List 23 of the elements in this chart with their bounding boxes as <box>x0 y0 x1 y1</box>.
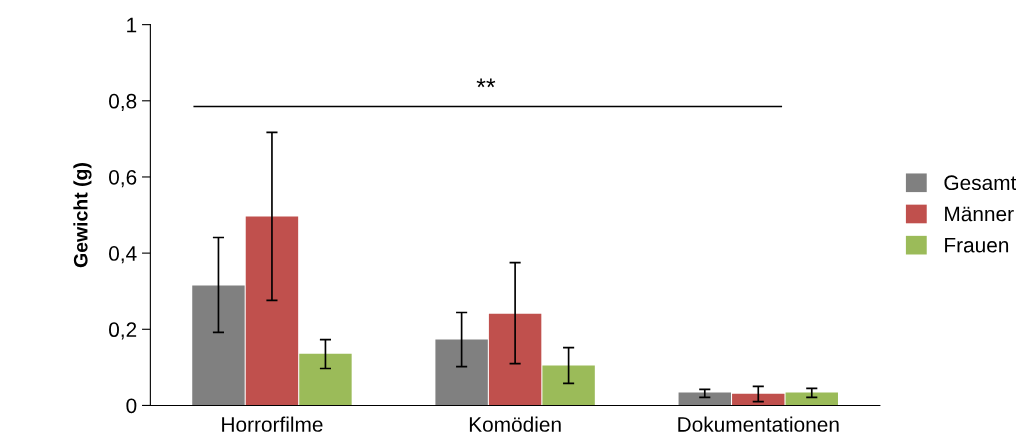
bar <box>192 285 245 406</box>
y-tick-label: 0 <box>126 398 137 414</box>
y-tick-label: 0,6 <box>109 169 137 188</box>
bar <box>732 393 785 406</box>
bar <box>542 365 595 406</box>
bar <box>785 392 838 406</box>
y-tick-label: 0,2 <box>109 322 137 340</box>
bar <box>488 313 542 406</box>
legend-label: Männer <box>945 206 1014 222</box>
y-axis-title: Gewicht (g) <box>73 163 92 268</box>
legend-label: Frauen <box>945 237 1009 253</box>
bar <box>299 353 352 406</box>
y-tick-label: 0,4 <box>109 246 137 264</box>
bar <box>678 392 731 406</box>
y-tick-label: 0,8 <box>109 93 137 112</box>
y-tick-label: 1 <box>127 17 137 33</box>
legend-label: Gesamt <box>944 175 1016 191</box>
x-tick-label: Horrorfilme <box>222 416 323 432</box>
bar <box>435 339 488 406</box>
x-tick-label: Dokumentationen <box>678 416 839 432</box>
bar <box>245 216 299 406</box>
ref-line-label: ** <box>476 78 496 88</box>
x-tick-label: Komödien <box>469 416 561 432</box>
